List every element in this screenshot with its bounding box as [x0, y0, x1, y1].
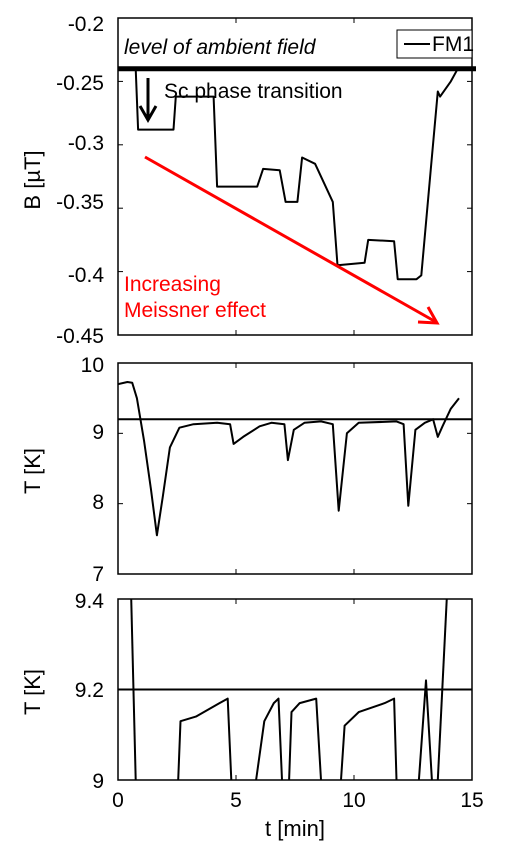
x-tick-label: 10 — [342, 789, 365, 812]
y-tick-label: -0.45 — [56, 325, 104, 348]
meissner-arrowhead — [417, 306, 440, 325]
y-tick-label: 9.4 — [75, 590, 105, 613]
series-line — [118, 67, 472, 281]
x-tick-label: 15 — [460, 789, 483, 812]
transition-label: Sc phase transition — [164, 80, 343, 103]
series-line — [177, 697, 233, 780]
series-line — [130, 599, 137, 780]
panel-magnetic-field: -0.2 -0.25 -0.3 -0.35 -0.4 -0.45 B [µT] — [20, 13, 473, 348]
axes-box — [117, 362, 473, 575]
meissner-label-line1: Increasing — [124, 273, 221, 296]
x-axis-label: t [min] — [265, 816, 325, 841]
legend-label: FM1 — [432, 33, 474, 56]
y-tick-label: -0.4 — [68, 264, 105, 287]
y-axis-label: T [K] — [20, 669, 45, 715]
panel-temperature: 10 9 8 7 T [K] — [20, 354, 473, 586]
y-tick-label: 9 — [92, 421, 104, 444]
panel-temperature-zoom: 9.4 9.2 9 T [K] 0 5 10 15 t [min] — [20, 590, 484, 841]
series-line — [255, 697, 283, 780]
y-tick-label: -0.35 — [56, 191, 104, 214]
y-tick-label: 7 — [92, 563, 104, 586]
y-tick-label: 9.2 — [75, 679, 104, 702]
y-tick-label: -0.3 — [68, 132, 104, 155]
y-tick-label: 8 — [92, 491, 104, 514]
axes-box — [117, 17, 473, 336]
meissner-arrow — [144, 155, 437, 324]
y-tick-label: 9 — [92, 770, 104, 793]
series-line — [340, 697, 398, 780]
y-axis-label: T [K] — [20, 448, 45, 494]
x-tick-label: 0 — [112, 789, 124, 812]
annotations: level of ambient field FM1 Sc phase transi… — [118, 29, 476, 325]
y-tick-label: -0.25 — [56, 72, 104, 95]
series-line — [288, 697, 322, 780]
meissner-label-line2: Meissner effect — [124, 299, 266, 322]
ambient-field-label: level of ambient field — [124, 36, 317, 59]
series-line — [417, 679, 433, 780]
transition-arrowhead — [138, 105, 158, 124]
x-tick-label: 5 — [230, 789, 242, 812]
series-line — [436, 599, 448, 780]
y-axis-label: B [µT] — [20, 150, 45, 209]
y-tick-label: 10 — [81, 354, 104, 377]
y-tick-label: -0.2 — [68, 13, 104, 36]
series-line — [118, 381, 460, 537]
